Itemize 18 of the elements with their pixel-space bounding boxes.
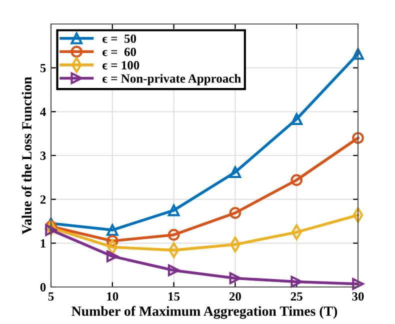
y-tick-label: 5 [40, 64, 46, 72]
x-tick-label: 25 [290, 292, 302, 301]
y-tick-label: 4 [40, 108, 46, 116]
legend-label: ϵ = 50 [102, 34, 136, 43]
legend-label: ϵ = Non-private Approach [102, 74, 241, 86]
x-tick-label: 20 [229, 292, 241, 301]
x-tick-label: 15 [168, 292, 180, 301]
y-tick-label: 0 [40, 283, 46, 292]
y-tick-label: 3 [40, 152, 46, 160]
x-tick-label: 10 [107, 292, 118, 301]
x-tick-label: 30 [352, 292, 364, 301]
x-axis-title: Number of Maximum Aggregation Times (T) [72, 306, 338, 319]
x-tick-label: 5 [48, 292, 54, 301]
legend-label: ϵ = 60 [102, 48, 136, 56]
legend-label: ϵ = 100 [102, 61, 140, 70]
y-tick-label: 2 [40, 195, 46, 204]
y-tick-label: 1 [40, 239, 46, 248]
y-axis-title: Value of the Loss Function [22, 76, 32, 234]
